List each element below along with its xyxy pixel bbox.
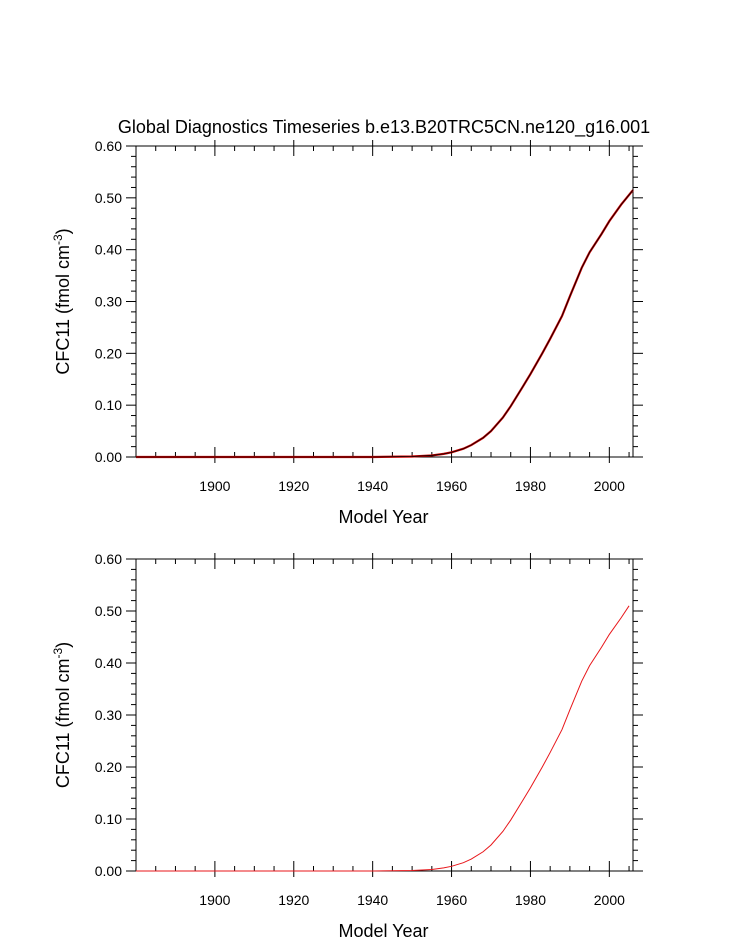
y-tick-label: 0.60 xyxy=(95,138,122,154)
x-tick-label: 2000 xyxy=(594,892,625,908)
x-tick-label: 1940 xyxy=(357,892,388,908)
y-axis-title: CFC11 (fmol cm-3) xyxy=(51,642,73,788)
x-axis-title: Model Year xyxy=(338,507,428,527)
chart-panel-bottom: 1900 1920 1940 1960 1980 2000 0.00 0.10 0.20 0.30… xyxy=(51,551,643,941)
x-tick-label: 2000 xyxy=(594,478,625,494)
y-tick-label: 0.10 xyxy=(95,397,122,413)
y-tick-label: 0.60 xyxy=(95,551,122,567)
series-line-black xyxy=(136,189,634,458)
y-tick-label: 0.20 xyxy=(95,345,122,361)
y-tick-label: 0.30 xyxy=(95,294,122,310)
plot-frame xyxy=(135,145,634,458)
y-tick-label: 0.40 xyxy=(95,242,122,258)
y-tick-label: 0.10 xyxy=(95,811,122,827)
x-tick-label: 1900 xyxy=(199,892,230,908)
series-line xyxy=(136,605,630,872)
y-tick-label: 0.00 xyxy=(95,449,122,465)
chart-panel-top: 1900 1920 1940 1960 1980 2000 0.00 0.10 0.20 0.30… xyxy=(51,138,643,527)
y-tick-label: 0.50 xyxy=(95,603,122,619)
y-tick-label: 0.00 xyxy=(95,863,122,879)
y-tick-label: 0.20 xyxy=(95,759,122,775)
x-tick-label: 1980 xyxy=(515,892,546,908)
y-tick-label: 0.30 xyxy=(95,707,122,723)
plot-frame xyxy=(135,558,634,872)
x-tick-label: 1960 xyxy=(436,478,467,494)
x-tick-label: 1980 xyxy=(515,478,546,494)
y-tick-label: 0.40 xyxy=(95,655,122,671)
y-tick-label: 0.50 xyxy=(95,190,122,206)
y-axis-title: CFC11 (fmol cm-3) xyxy=(51,228,73,374)
x-axis-title: Model Year xyxy=(338,921,428,941)
x-tick-label: 1940 xyxy=(357,478,388,494)
x-tick-label: 1900 xyxy=(199,478,230,494)
x-tick-label: 1920 xyxy=(278,478,309,494)
x-tick-label: 1920 xyxy=(278,892,309,908)
chart-title: Global Diagnostics Timeseries b.e13.B20T… xyxy=(118,117,650,138)
x-tick-label: 1960 xyxy=(436,892,467,908)
